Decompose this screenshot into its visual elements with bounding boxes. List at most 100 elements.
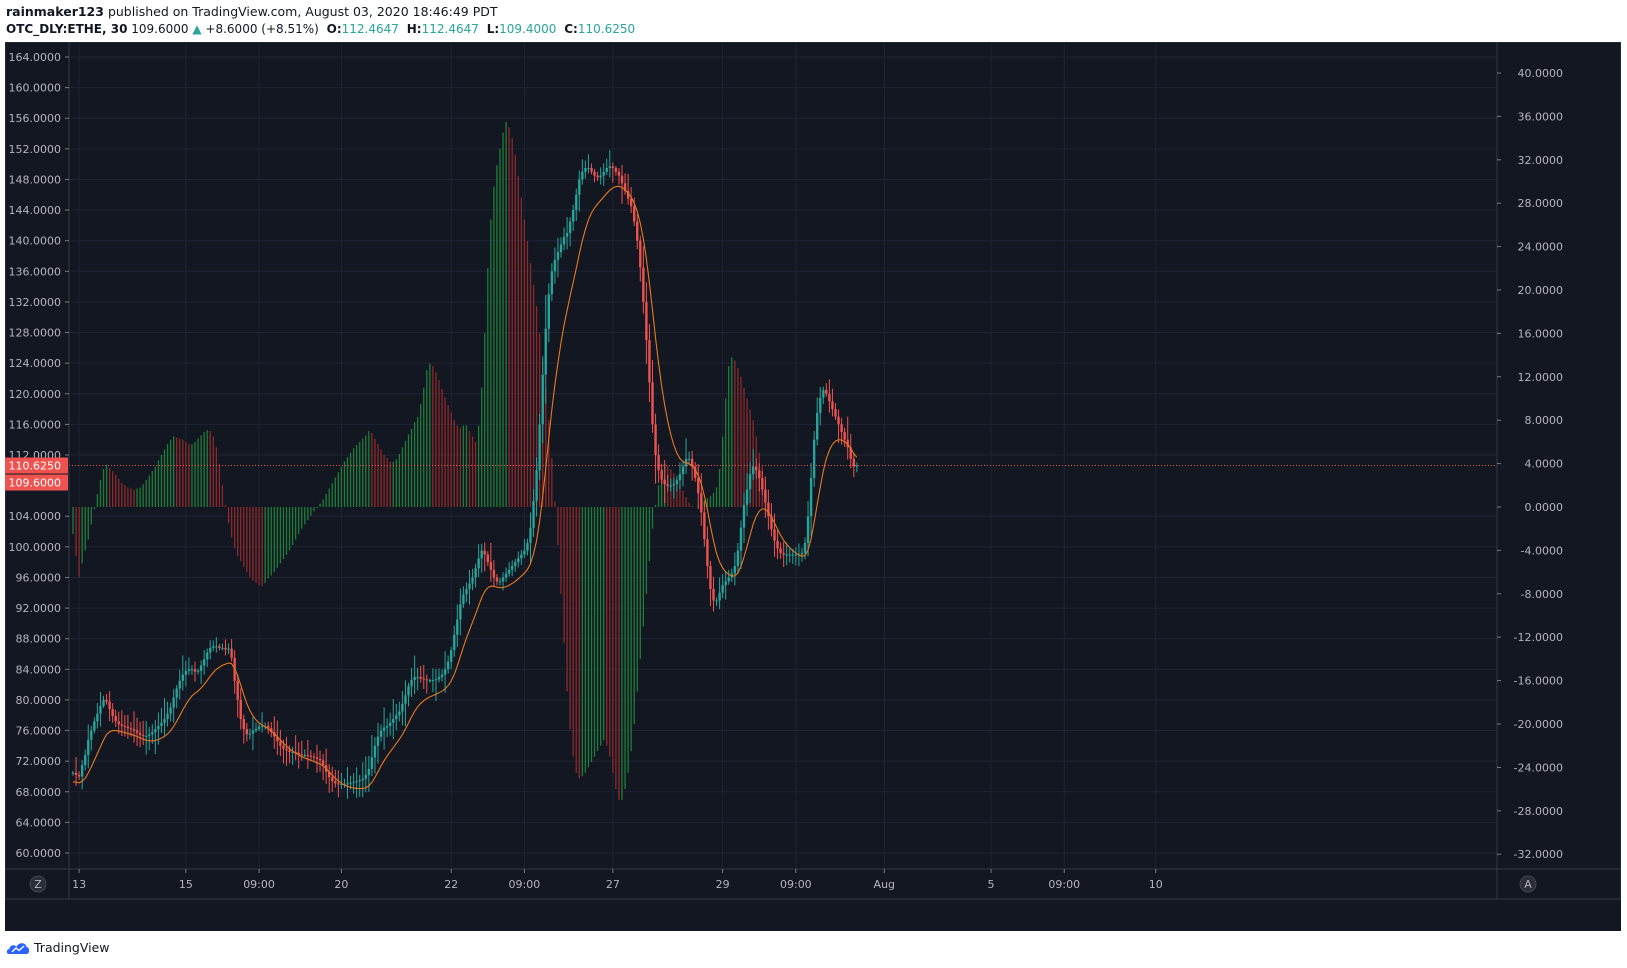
- candle-body: [504, 573, 508, 578]
- candle-body: [248, 733, 252, 735]
- candle-body: [523, 550, 526, 555]
- candle-body: [172, 697, 175, 708]
- open-label: O:: [326, 22, 342, 36]
- candle-body: [532, 500, 535, 528]
- indicator-tick-label: 4.0000: [1525, 458, 1564, 471]
- author-name[interactable]: rainmaker123: [6, 4, 104, 19]
- candle-body: [678, 474, 682, 481]
- candle-body: [633, 206, 636, 222]
- candle-body: [87, 739, 90, 756]
- candle-body: [251, 730, 255, 734]
- tradingview-logo[interactable]: TradingView: [6, 940, 110, 955]
- candle-body: [559, 244, 563, 253]
- publish-date: published on TradingView.com, August 03,…: [107, 4, 498, 19]
- chart-pane[interactable]: 60.0000 64.0000 68.0000 72.0000 76.0000 80.00…: [5, 42, 1621, 931]
- candle-body: [529, 527, 532, 544]
- price-tick-label: 68.0000: [16, 786, 62, 799]
- candle-body: [626, 190, 630, 199]
- close-label: C:: [564, 22, 578, 36]
- candle-body: [651, 382, 654, 425]
- candle-body: [709, 565, 712, 589]
- candle-body: [803, 543, 807, 553]
- candle-body: [568, 221, 572, 234]
- candle-body: [202, 659, 206, 666]
- candle-body: [212, 646, 215, 648]
- candle-body: [538, 424, 541, 471]
- candle-body: [352, 781, 355, 783]
- candle-body: [581, 171, 584, 180]
- candle-body: [318, 758, 322, 761]
- candle-body: [190, 669, 194, 671]
- low-label: L:: [486, 22, 500, 36]
- candle-body: [605, 167, 608, 172]
- candle-body: [758, 470, 761, 478]
- candle-body: [367, 768, 371, 775]
- candle-body: [629, 198, 633, 207]
- candle-body: [636, 221, 639, 241]
- candle-body: [517, 558, 520, 563]
- candle-body: [117, 721, 120, 725]
- brand-name: TradingView: [34, 940, 110, 955]
- candle-body: [776, 540, 779, 549]
- price-tick-label: 136.0000: [9, 265, 62, 278]
- price-chart[interactable]: 60.0000 64.0000 68.0000 72.0000 76.0000 80.00…: [5, 42, 1621, 931]
- candle-body: [404, 695, 407, 704]
- candle-body: [486, 554, 489, 563]
- candle-body: [657, 455, 660, 471]
- candle-body: [660, 470, 663, 480]
- candle-body: [218, 646, 221, 648]
- indicator-tick-label: 0.0000: [1525, 501, 1564, 514]
- candle-body: [788, 554, 791, 556]
- candle-body: [751, 466, 755, 475]
- candle-body: [74, 772, 78, 775]
- candle-body: [578, 179, 581, 195]
- candle-body: [410, 680, 413, 687]
- candle-body: [300, 754, 303, 756]
- candle-body: [666, 484, 669, 486]
- candle-body: [385, 725, 389, 728]
- zoom-button[interactable]: [29, 875, 47, 893]
- candle-body: [733, 565, 737, 574]
- candle-body: [620, 175, 624, 184]
- candle-body: [145, 735, 148, 737]
- tradingview-cloud-icon: [6, 942, 30, 954]
- candle-body: [309, 755, 313, 757]
- candle-body: [443, 669, 447, 675]
- price-tick-label: 148.0000: [9, 173, 62, 186]
- candle-body: [440, 674, 444, 677]
- candle-body: [541, 374, 544, 425]
- candle-body: [303, 755, 306, 757]
- time-tick-label: 29: [716, 878, 730, 891]
- indicator-tick-label: -32.0000: [1514, 848, 1563, 861]
- high-label: H:: [406, 22, 422, 36]
- price-tick-label: 156.0000: [9, 112, 62, 125]
- publish-info: rainmaker123 published on TradingView.co…: [6, 4, 498, 19]
- candle-body: [773, 529, 776, 541]
- candle-body: [334, 781, 337, 784]
- candle-body: [474, 568, 477, 578]
- candle-body: [401, 703, 404, 712]
- symbol-label[interactable]: OTC_DLY:ETHE, 30: [6, 22, 128, 36]
- price-change: +8.6000 (+8.51%): [205, 22, 319, 36]
- candle-body: [312, 756, 316, 758]
- candle-body: [236, 680, 239, 700]
- candle-body: [779, 548, 782, 553]
- candle-body: [126, 726, 130, 729]
- indicator-tick-label: 36.0000: [1518, 110, 1564, 123]
- auto-scale-button[interactable]: [1519, 875, 1537, 893]
- price-tick-label: 84.0000: [16, 663, 62, 676]
- price-tick-label: 132.0000: [9, 296, 62, 309]
- candle-body: [547, 294, 550, 329]
- candle-body: [108, 701, 111, 710]
- candle-body: [358, 780, 361, 782]
- candle-body: [135, 730, 139, 733]
- candle-body: [431, 680, 435, 682]
- price-tick-label: 60.0000: [16, 847, 62, 860]
- candle-body: [846, 439, 849, 448]
- candle-body: [71, 772, 75, 774]
- candle-body: [114, 715, 117, 722]
- candle-body: [593, 171, 596, 176]
- candle-body: [239, 699, 242, 720]
- candle-body: [181, 674, 184, 681]
- candle-body: [617, 171, 621, 176]
